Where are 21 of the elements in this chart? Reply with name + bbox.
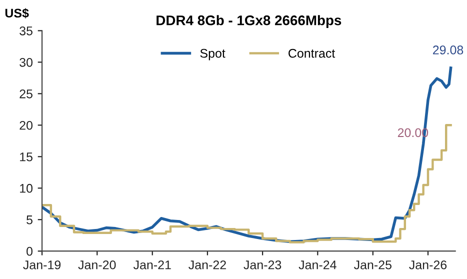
y-tick-label: 0 xyxy=(26,246,33,256)
x-tick-label: Jan-24 xyxy=(298,260,336,270)
y-tick-label: 25 xyxy=(20,89,32,98)
y-tick-label: 10 xyxy=(20,184,33,193)
legend-label: Spot xyxy=(200,48,226,60)
y-tick-label: 15 xyxy=(20,152,32,162)
x-tick-label: Jan-20 xyxy=(78,260,116,270)
x-tick-label: Jan-25 xyxy=(354,260,392,270)
y-tick-label: 20 xyxy=(20,120,33,130)
y-tick-label: 30 xyxy=(20,58,33,67)
y-tick-label: 35 xyxy=(20,26,32,36)
x-tick-label: Jan-19 xyxy=(23,260,61,270)
x-tick-label: Jan-21 xyxy=(133,260,171,270)
x-tick-label: Jan-26 xyxy=(409,260,447,270)
chart-title: DDR4 8Gb - 1Gx8 2666Mbps xyxy=(156,15,342,28)
y-axis-title: US$ xyxy=(5,8,29,18)
legend-label: Contract xyxy=(288,48,336,58)
y-tick-label: 5 xyxy=(26,216,32,224)
annotation: 29.08 xyxy=(433,46,464,54)
x-tick-label: Jan-22 xyxy=(188,260,226,270)
x-tick-label: Jan-23 xyxy=(244,260,282,270)
